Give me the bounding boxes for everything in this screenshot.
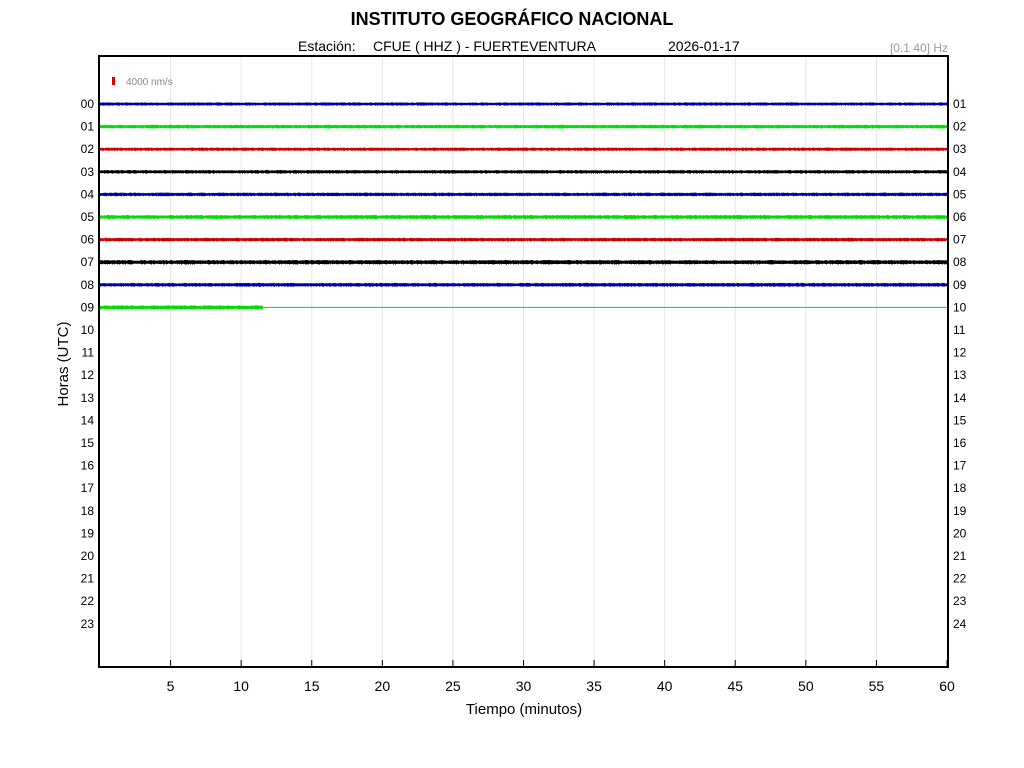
x-tick-label: 50 [798, 678, 814, 694]
right-hour-label: 16 [953, 436, 967, 450]
trace-hour-02 [99, 147, 948, 151]
left-hour-label: 09 [81, 300, 95, 314]
left-hour-label: 13 [81, 391, 95, 405]
left-hour-label: 17 [81, 481, 95, 495]
trace-hour-00 [99, 102, 948, 106]
scale-mark [112, 77, 115, 85]
station-name: CFUE ( HHZ ) - FUERTEVENTURA [373, 38, 596, 54]
right-hour-label: 23 [953, 594, 967, 608]
right-hour-label: 24 [953, 617, 967, 631]
left-hour-label: 11 [82, 346, 95, 360]
scale-bar: 4000 nm/s [112, 77, 173, 88]
x-axis-label: Tiempo (minutos) [466, 701, 582, 718]
left-hour-label: 03 [81, 165, 95, 179]
left-hour-label: 19 [81, 526, 95, 540]
x-tick-label: 35 [586, 678, 602, 694]
left-hour-label: 04 [81, 187, 95, 201]
right-hour-label: 22 [953, 572, 967, 586]
right-hour-label: 03 [953, 142, 967, 156]
plot-frame [98, 55, 949, 668]
left-hour-label: 08 [81, 278, 95, 292]
trace-hour-08 [99, 282, 948, 287]
right-hour-label: 02 [953, 120, 967, 134]
seismic-traces [99, 102, 948, 310]
left-hour-label: 10 [81, 323, 95, 337]
right-hour-label: 19 [953, 504, 967, 518]
right-hour-label: 05 [953, 187, 967, 201]
right-hour-label: 11 [953, 323, 966, 337]
right-hour-label: 08 [953, 255, 967, 269]
right-hour-label: 14 [953, 391, 967, 405]
x-tick-label: 40 [657, 678, 673, 694]
right-hour-label: 20 [953, 526, 967, 540]
trace-hour-04 [99, 192, 948, 197]
right-hour-label: 12 [953, 346, 967, 360]
x-tick-label: 60 [939, 678, 955, 694]
frequency-band: [0.1 40] Hz [889, 41, 948, 55]
x-tick-labels: 5 10 15 20 25 30 35 40 45 50 55 60 [167, 660, 955, 694]
trace-hour-05 [99, 214, 948, 220]
left-hour-label: 22 [81, 594, 95, 608]
right-hour-label: 17 [953, 459, 967, 473]
record-date: 2026-01-17 [668, 38, 740, 54]
trace-hour-03 [99, 170, 948, 174]
left-hour-label: 21 [81, 572, 95, 586]
left-hour-label: 02 [81, 142, 95, 156]
grid-lines [170, 57, 877, 666]
left-hour-label: 07 [81, 255, 95, 269]
right-hour-label: 21 [953, 549, 967, 563]
x-tick-label: 20 [375, 678, 391, 694]
right-hour-label: 06 [953, 210, 967, 224]
x-tick-label: 30 [516, 678, 532, 694]
x-tick-label: 10 [233, 678, 249, 694]
y-axis-label: Horas (UTC) [55, 321, 72, 406]
right-hour-label: 04 [953, 165, 967, 179]
left-hour-label: 16 [81, 459, 95, 473]
trace-hour-09 [99, 305, 947, 310]
x-tick-label: 55 [869, 678, 885, 694]
left-hour-label: 15 [81, 436, 95, 450]
trace-hour-01 [99, 124, 948, 129]
left-hour-label: 01 [81, 120, 95, 134]
left-hour-labels: 00 01 02 03 04 05 06 07 08 09 10 11 12 13 14 15 16 17 18 19… [81, 97, 95, 631]
left-hour-label: 14 [81, 413, 95, 427]
x-tick-label: 15 [304, 678, 320, 694]
left-hour-label: 06 [81, 233, 95, 247]
right-hour-labels: 01 02 03 04 05 06 07 08 09 10 11 12 13 14 15 16 17 18 19 20… [953, 97, 967, 631]
x-tick-label: 45 [727, 678, 743, 694]
x-tick-label: 25 [445, 678, 461, 694]
left-hour-label: 23 [81, 617, 95, 631]
x-tick-label: 5 [167, 678, 175, 694]
left-hour-label: 18 [81, 504, 95, 518]
right-hour-label: 13 [953, 368, 967, 382]
right-hour-label: 01 [953, 97, 967, 111]
right-hour-label: 09 [953, 278, 967, 292]
right-hour-label: 10 [953, 300, 967, 314]
left-hour-label: 12 [81, 368, 95, 382]
scale-label: 4000 nm/s [126, 77, 173, 88]
station-label: Estación: [298, 38, 356, 54]
right-hour-label: 15 [953, 413, 967, 427]
right-hour-label: 07 [953, 233, 967, 247]
trace-hour-06 [99, 237, 948, 242]
left-hour-label: 00 [81, 97, 95, 111]
left-hour-label: 20 [81, 549, 95, 563]
left-hour-label: 05 [81, 210, 95, 224]
trace-hour-07 [99, 259, 948, 265]
right-hour-label: 18 [953, 481, 967, 495]
page-title: INSTITUTO GEOGRÁFICO NACIONAL [350, 9, 674, 29]
